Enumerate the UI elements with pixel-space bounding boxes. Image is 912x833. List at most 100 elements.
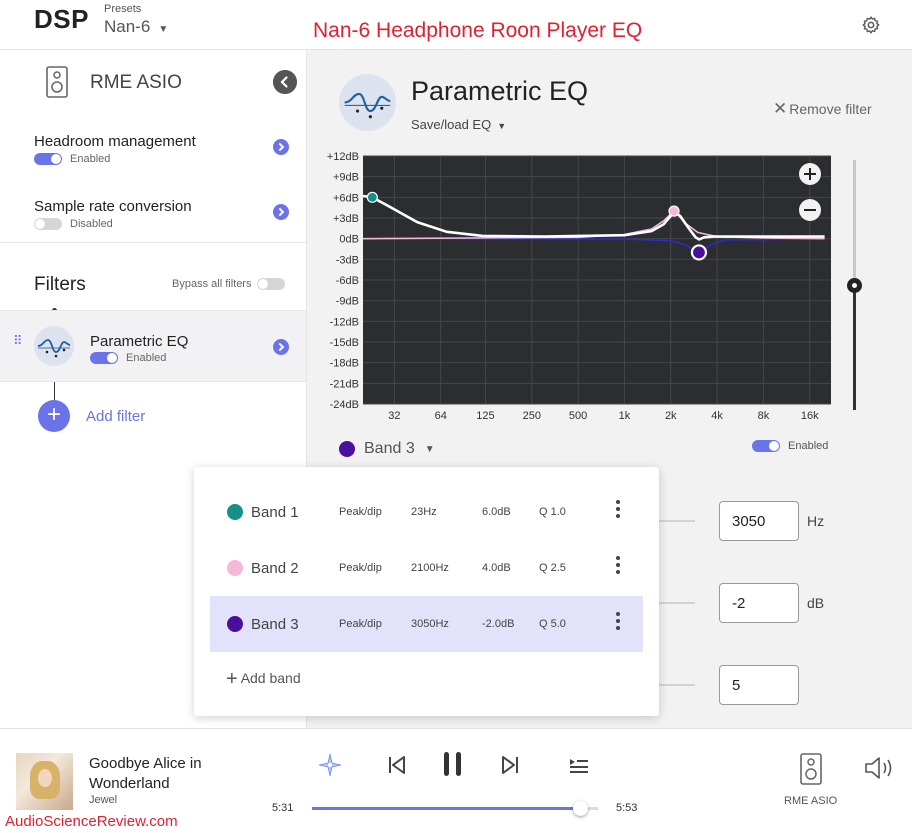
band-frequency: 23Hz (411, 506, 437, 518)
page-title: Parametric EQ (411, 76, 589, 106)
drag-handle-icon[interactable]: ⠿ (13, 333, 23, 348)
chevron-right-icon[interactable] (273, 204, 289, 220)
band-toggle[interactable] (752, 440, 780, 452)
x-tick-label: 4k (711, 410, 723, 422)
album-art[interactable] (16, 753, 73, 810)
chevron-right-icon[interactable] (273, 139, 289, 155)
bypass-all-filters[interactable]: Bypass all filters (172, 278, 286, 290)
eq-response-chart[interactable]: +12dB +9dB +6dB +3dB 0dB -3dB -6dB -9dB -12dB -15… (307, 150, 847, 430)
selected-band-label: Band 3 (364, 440, 415, 457)
presets-label: Presets (104, 3, 142, 15)
filter-row[interactable]: ⠿ Parametric EQ Enabled (0, 310, 306, 382)
band-selector[interactable]: Band 3 ▼ (339, 440, 435, 458)
band-color-swatch (339, 441, 355, 457)
frequency-input[interactable]: 3050 (719, 501, 799, 541)
track-title[interactable]: Goodbye Alice in Wonderland (89, 755, 202, 792)
band-color-swatch (227, 616, 243, 632)
sample-rate-setting[interactable]: Sample rate conversion Disabled (34, 198, 192, 230)
x-tick-label: 64 (435, 410, 447, 422)
band-row[interactable]: Band 2 Peak/dip 2100Hz 4.0dB Q 2.5 (210, 540, 643, 596)
headroom-toggle[interactable] (34, 153, 62, 165)
x-tick-label: 125 (476, 410, 494, 422)
setting-title: Sample rate conversion (34, 198, 192, 215)
band-enabled-label: Enabled (788, 440, 829, 452)
x-tick-label: 500 (569, 410, 587, 422)
headroom-setting[interactable]: Headroom management Enabled (34, 133, 196, 165)
x-tick-label: 8k (758, 410, 770, 422)
series-line (362, 194, 825, 241)
y-tick-label: -18dB (330, 358, 359, 370)
gain-unit: dB (807, 595, 825, 611)
band-row[interactable]: Band 1 Peak/dip 23Hz 6.0dB Q 1.0 (210, 484, 643, 540)
sparkle-icon[interactable] (318, 753, 342, 777)
progress-knob[interactable] (572, 801, 588, 816)
queue-icon[interactable] (569, 757, 589, 773)
remove-filter-button[interactable]: ✕ Remove filter (773, 99, 872, 119)
preset-dropdown[interactable]: Nan-6 ▼ (104, 17, 168, 37)
y-tick-label: -6dB (336, 275, 359, 287)
previous-track-icon[interactable] (388, 755, 406, 775)
speaker-icon[interactable] (800, 753, 822, 785)
add-filter-label[interactable]: Add filter (86, 408, 146, 425)
band-color-swatch (227, 560, 243, 576)
divider (0, 242, 306, 243)
band-point (690, 244, 708, 261)
plus-icon: + (226, 668, 238, 690)
caret-down-icon: ▼ (158, 24, 169, 35)
plus-icon (804, 168, 816, 180)
close-icon: ✕ (773, 99, 788, 118)
bypass-label: Bypass all filters (172, 278, 252, 290)
more-vertical-icon[interactable] (615, 500, 621, 522)
bypass-toggle[interactable] (257, 278, 286, 290)
band-type: Peak/dip (339, 562, 382, 574)
save-load-label: Save/load EQ (411, 117, 492, 132)
next-track-icon[interactable] (501, 755, 519, 775)
y-tick-label: +6dB (333, 192, 359, 204)
q-input[interactable]: 5 (719, 665, 799, 705)
band-frequency: 3050Hz (411, 618, 449, 630)
gain-slider[interactable] (657, 602, 695, 604)
pause-icon[interactable] (442, 751, 464, 777)
band-q: Q 2.5 (539, 562, 566, 574)
y-tick-label: +9dB (333, 172, 359, 184)
x-tick-label: 1k (619, 410, 631, 422)
chevron-right-icon[interactable] (273, 339, 289, 355)
chain-line (54, 382, 55, 400)
q-slider[interactable] (657, 684, 695, 686)
band-enabled[interactable]: Enabled (752, 440, 828, 452)
speaker-icon (46, 66, 68, 98)
filter-name: Parametric EQ (90, 333, 189, 350)
artist-name[interactable]: Jewel (89, 794, 118, 806)
band-type: Peak/dip (339, 618, 382, 630)
more-vertical-icon[interactable] (615, 556, 621, 578)
y-tick-label: 0dB (339, 234, 359, 246)
banner-title: Nan-6 Headphone Roon Player EQ (313, 19, 643, 42)
parametric-eq-icon (34, 326, 74, 366)
band-gain: -2.0dB (482, 618, 515, 630)
save-load-dropdown[interactable]: Save/load EQ ▼ (411, 117, 506, 132)
filter-toggle[interactable] (90, 352, 118, 364)
gain-input[interactable]: -2 (719, 583, 799, 623)
gear-icon[interactable] (861, 15, 881, 35)
add-band-button[interactable]: + Add band (226, 666, 301, 690)
caret-down-icon: ▼ (424, 443, 435, 455)
output-device-label[interactable]: RME ASIO (784, 795, 838, 807)
more-vertical-icon[interactable] (615, 612, 621, 634)
time-elapsed: 5:31 (272, 802, 294, 814)
band-gain: 4.0dB (482, 562, 511, 574)
x-tick-label: 16k (801, 410, 819, 422)
band-q: Q 5.0 (539, 618, 566, 630)
caret-down-icon: ▼ (497, 121, 507, 131)
zoom-slider-knob[interactable] (847, 278, 862, 293)
y-tick-label: -9dB (336, 296, 359, 308)
band-frequency: 2100Hz (411, 562, 449, 574)
y-tick-label: -24dB (330, 399, 359, 411)
sample-rate-toggle[interactable] (34, 218, 62, 230)
frequency-slider[interactable] (657, 520, 695, 522)
zoom-slider-fill (853, 285, 856, 410)
collapse-sidebar-button[interactable] (273, 70, 297, 94)
volume-icon[interactable] (864, 755, 896, 781)
band-row-selected[interactable]: Band 3 Peak/dip 3050Hz -2.0dB Q 5.0 (210, 596, 643, 652)
add-filter-button[interactable]: + (38, 400, 70, 432)
band-q: Q 1.0 (539, 506, 566, 518)
